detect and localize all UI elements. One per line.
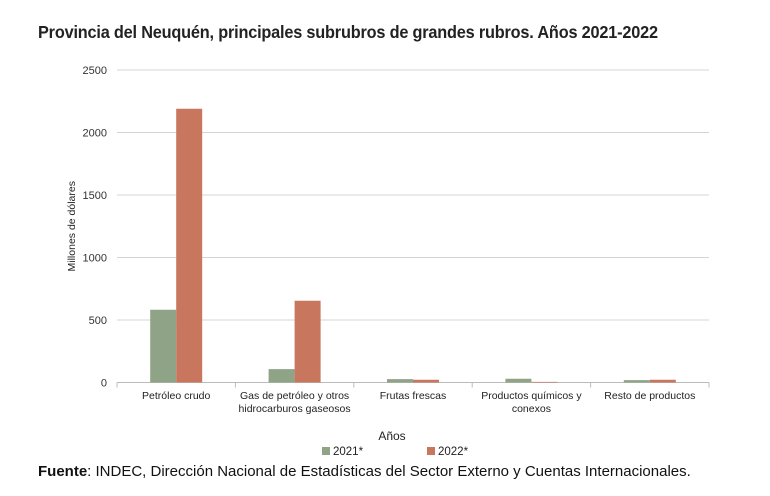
x-tick-label: Gas de petróleo y otros	[240, 390, 349, 402]
legend-label: 2022*	[438, 446, 469, 458]
y-tick-label: 1000	[83, 253, 107, 265]
legend-label: 2021*	[333, 446, 364, 458]
chart-title: Provincia del Neuquén, principales subru…	[38, 22, 658, 42]
x-tick-label: conexos	[512, 403, 551, 415]
bar-2022-1	[294, 300, 321, 383]
bar-2022-4	[649, 379, 676, 383]
x-tick-label: Frutas frescas	[380, 390, 447, 402]
bar-2021-2	[387, 379, 413, 383]
legend-swatch	[427, 447, 435, 455]
source-label: Fuente	[38, 463, 88, 480]
legend-swatch	[322, 447, 330, 455]
x-tick-label: Productos químicos y	[481, 390, 582, 402]
bar-chart: 0 500 1000 1500 2000 2500 Petróleo crudo Gas de…	[66, 65, 710, 458]
y-tick-label: 2000	[83, 128, 107, 140]
bar-2022-0	[176, 108, 203, 383]
x-tick-label: hidrocarburos gaseosos	[239, 403, 351, 415]
source-note: Fuente: INDEC, Dirección Nacional de Est…	[38, 463, 691, 480]
source-text: : INDEC, Dirección Nacional de Estadísti…	[87, 463, 691, 480]
x-axis-label: Años	[378, 429, 405, 443]
bar-2021-0	[150, 309, 177, 383]
y-tick-label: 0	[101, 378, 107, 390]
y-tick-label: 500	[89, 315, 107, 327]
bar-2021-3	[505, 378, 532, 383]
bar-2022-3	[531, 381, 558, 383]
y-tick-label: 2500	[83, 65, 107, 77]
bar-2021-4	[623, 380, 650, 383]
y-axis-label: Millones de dólares	[66, 181, 78, 271]
bar-2022-2	[413, 379, 439, 383]
x-tick-label: Resto de productos	[604, 390, 695, 402]
y-tick-label: 1500	[83, 190, 107, 202]
bar-2021-1	[268, 369, 295, 383]
x-tick-label: Petróleo crudo	[142, 390, 210, 402]
